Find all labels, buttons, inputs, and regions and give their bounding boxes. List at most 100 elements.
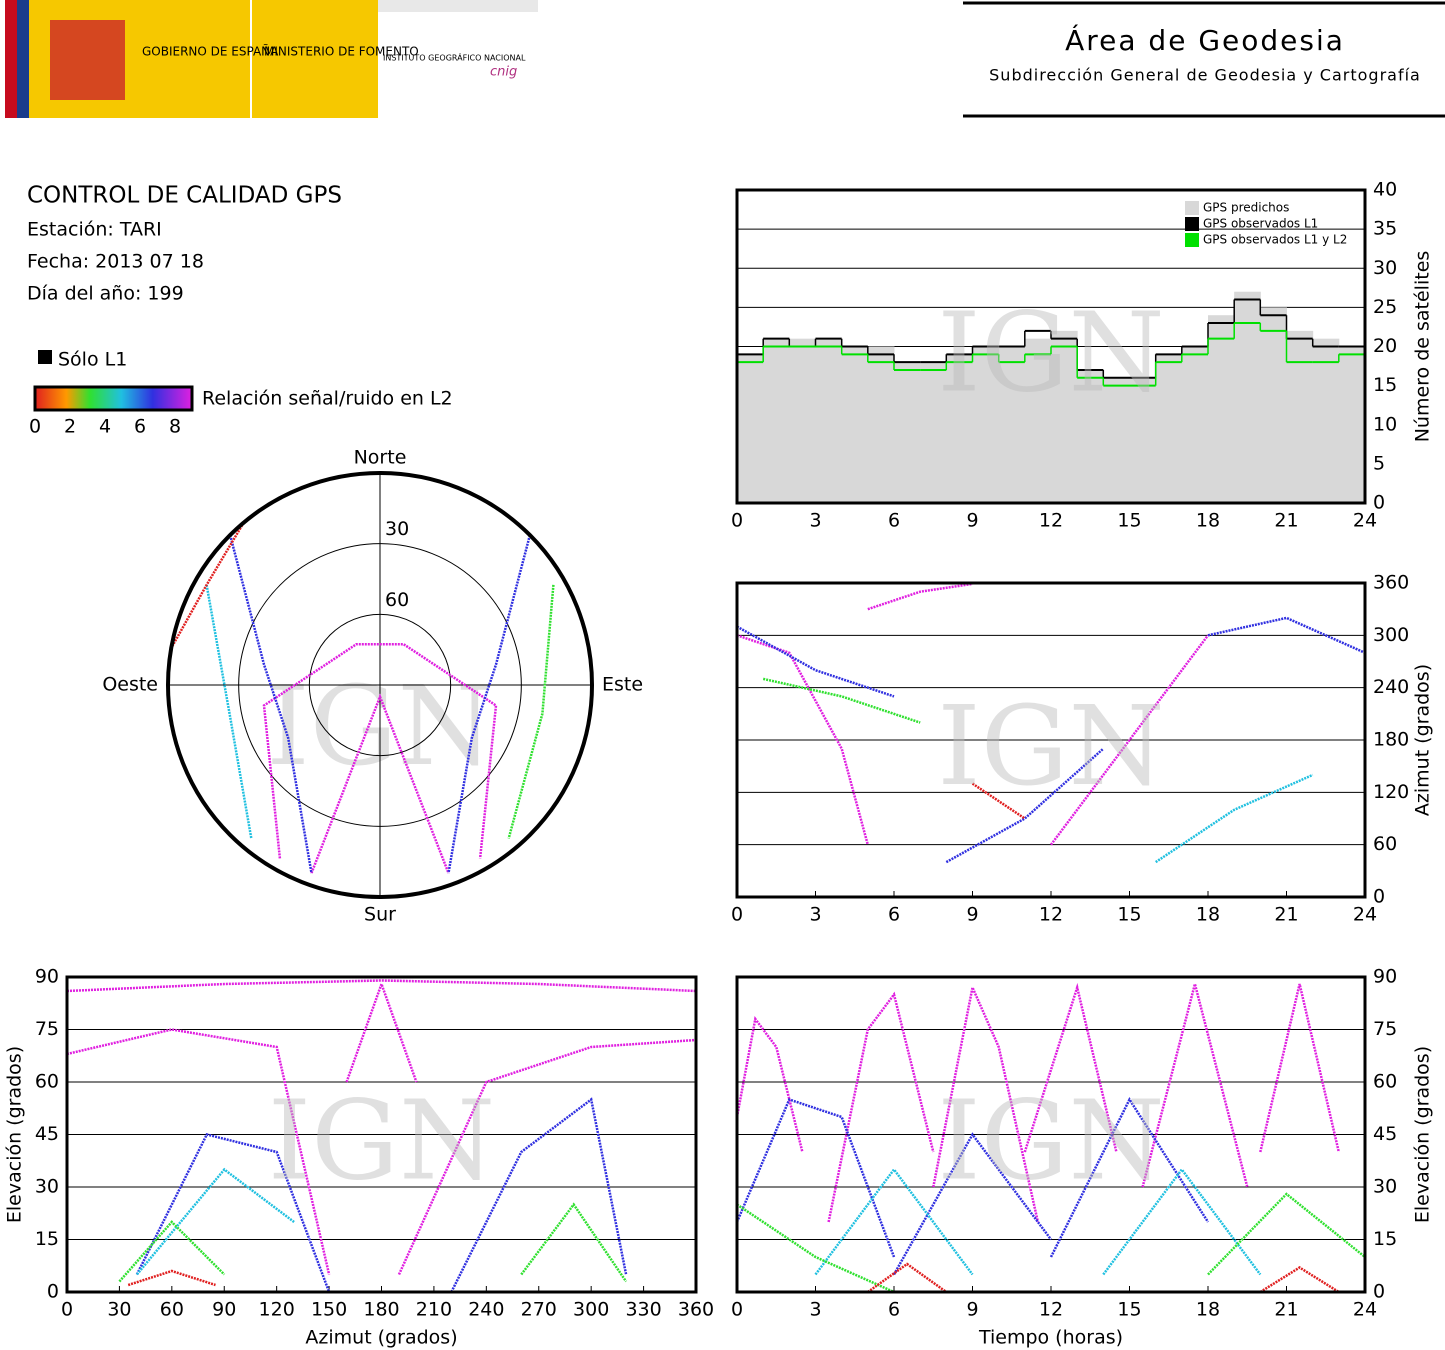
x-tick-label: 12 [1039, 1299, 1063, 1321]
y-tick-label: 15 [35, 1228, 59, 1250]
x-tick-label: 240 [468, 1299, 504, 1321]
info: CONTROL DE CALIDAD GPS Estación: TARI Fe… [27, 183, 453, 412]
satellite-track [1259, 983, 1341, 1153]
satellite-track [127, 1269, 216, 1287]
colorbar-tick-label: 2 [64, 416, 76, 438]
predicted-bar [763, 338, 790, 503]
y-tick-label: 20 [1373, 335, 1397, 357]
x-tick-label: 24 [1353, 1299, 1377, 1321]
satellite-track [735, 1015, 804, 1153]
satellite-track [735, 1097, 896, 1258]
watermark: IGN [937, 288, 1165, 416]
x-tick-label: 3 [809, 904, 821, 926]
header-subtitle: Subdirección General de Geodesia y Carto… [989, 66, 1421, 85]
y-tick-label: 90 [1373, 966, 1397, 988]
y-tick-label: 90 [35, 966, 59, 988]
x-axis-label: Tiempo (horas) [978, 1327, 1123, 1349]
info-title: CONTROL DE CALIDAD GPS [27, 183, 342, 209]
chart: 0 5 10 15 20 25 30 35 40 0 3 6 9 12 15 18 21 24 IGN GPS pre… [731, 179, 1434, 532]
satellite-track [228, 534, 313, 874]
predicted-bar [1260, 307, 1287, 503]
predicted-bar [1312, 338, 1340, 503]
legend-label: GPS observados L1 y L2 [1203, 233, 1347, 247]
watermark: IGN [937, 1076, 1165, 1204]
predicted-bar [737, 354, 764, 503]
x-tick-label: 300 [573, 1299, 609, 1321]
l1-only-swatch [38, 350, 52, 364]
satellite-track [345, 980, 418, 1083]
x-tick-label: 6 [888, 1299, 900, 1321]
satellite-track [867, 582, 973, 611]
x-tick-label: 21 [1274, 904, 1298, 926]
chart: 0 60 120 180 240 300 360 0 3 6 9 12 15 18 21 24 IGN Azimu… [731, 572, 1434, 926]
info-doy: Día del año: 199 [27, 283, 184, 305]
x-tick-label: 0 [61, 1299, 73, 1321]
y-axis-label: Elevación (grados) [4, 1046, 26, 1223]
legend-swatch [1185, 201, 1199, 215]
predicted-bar [867, 346, 895, 503]
x-tick-label: 210 [416, 1299, 452, 1321]
satellite-track [1207, 1192, 1366, 1276]
satellite-track [447, 534, 532, 874]
x-tick-label: 18 [1196, 904, 1220, 926]
satellite-track [1155, 773, 1314, 864]
satellite-track [736, 625, 895, 698]
predicted-bar [998, 346, 1026, 503]
x-tick-label: 90 [212, 1299, 236, 1321]
plot-frame [735, 188, 1367, 505]
gov-text: GOBIERNO DE ESPAÑA [142, 44, 279, 59]
flag-stripe [5, 0, 17, 118]
header-title: Área de Geodesia [1065, 23, 1345, 57]
y-tick-label: 35 [1373, 218, 1397, 240]
predicted-bar [1051, 330, 1078, 503]
x-tick-label: 150 [311, 1299, 347, 1321]
x-tick-label: 9 [966, 1299, 978, 1321]
x-tick-label: 0 [731, 904, 743, 926]
satellite-track [762, 677, 921, 724]
x-axis-label: Azimut (grados) [305, 1327, 457, 1349]
x-tick-label: 9 [966, 904, 978, 926]
satellite-track [310, 693, 450, 874]
y-tick-label: 360 [1373, 572, 1409, 594]
legend-swatch [1185, 217, 1199, 231]
coat-of-arms [50, 20, 125, 100]
predicted-bar [815, 338, 843, 503]
satellite-track [397, 1038, 697, 1276]
direction-label: Sur [364, 904, 396, 926]
satellite-track [170, 521, 245, 649]
predicted-bar [841, 346, 869, 503]
predicted-bar [1155, 354, 1183, 503]
x-tick-label: 3 [809, 1299, 821, 1321]
direction-label: Este [602, 674, 643, 696]
satellite-track [867, 1262, 948, 1294]
y-tick-label: 25 [1373, 296, 1397, 318]
satellite-track [135, 1167, 295, 1276]
x-tick-label: 6 [888, 510, 900, 532]
satellite-track [814, 1167, 974, 1276]
predicted-bar [1234, 291, 1261, 503]
satellite-track [118, 1220, 226, 1283]
institute-text: INSTITUTO GEOGRÁFICO NACIONAL [383, 52, 526, 63]
x-tick-label: 12 [1039, 904, 1063, 926]
y-axis-label: Azimut (grados) [1412, 664, 1434, 816]
y-tick-label: 0 [47, 1281, 59, 1303]
x-tick-label: 21 [1274, 1299, 1298, 1321]
chart: 0 15 30 45 60 75 90 0 3 6 9 12 15 18 21 24 IGN Tiempo (ho… [731, 966, 1434, 1349]
satellite-track [135, 1133, 331, 1293]
plot-frame [735, 581, 1367, 899]
x-tick-label: 0 [731, 510, 743, 532]
colorbar-label: Relación señal/ruido en L2 [202, 388, 453, 410]
y-tick-label: 0 [1373, 886, 1385, 908]
colorbar [33, 385, 194, 412]
watermark: IGN [268, 1076, 496, 1204]
y-tick-label: 0 [1373, 492, 1385, 514]
satellite-track [932, 983, 1040, 1223]
predicted-bar [1129, 377, 1157, 503]
x-tick-label: 18 [1196, 1299, 1220, 1321]
predicted-bar [1208, 315, 1235, 503]
predicted-bar [1181, 346, 1209, 503]
y-tick-label: 180 [1373, 729, 1409, 751]
x-tick-label: 15 [1117, 904, 1141, 926]
x-tick-label: 180 [363, 1299, 399, 1321]
